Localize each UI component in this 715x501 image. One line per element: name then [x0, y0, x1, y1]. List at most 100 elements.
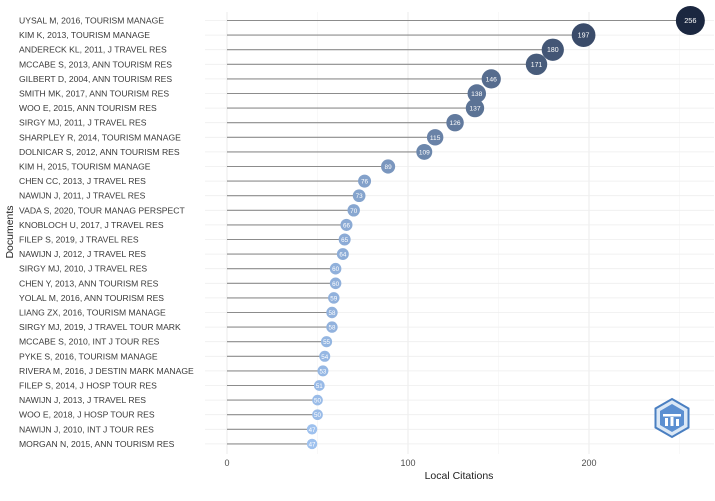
data-point: [675, 6, 705, 35]
data-point: [416, 143, 433, 160]
category-label: YOLAL M, 2016, ANN TOURISM RES: [19, 293, 164, 303]
category-label: FILEP S, 2019, J TRAVEL RES: [19, 235, 139, 245]
category-label: NAWIJN J, 2013, J TRAVEL RES: [19, 395, 146, 405]
point-value-label: 256: [684, 16, 696, 25]
category-label: PYKE S, 2016, TOURISM MANAGE: [19, 351, 158, 361]
y-axis-title: Documents: [4, 205, 16, 258]
point-value-label: 60: [332, 281, 339, 288]
data-point: [481, 69, 501, 89]
data-point: [426, 129, 444, 146]
point-value-label: 171: [531, 62, 543, 69]
point-value-label: 55: [323, 339, 330, 346]
point-value-label: 59: [330, 295, 337, 302]
point-value-label: 47: [309, 441, 316, 448]
data-point: [525, 53, 548, 76]
category-label: CHEN Y, 2013, ANN TOURISM RES: [19, 278, 159, 288]
point-value-label: 54: [321, 354, 328, 361]
point-value-label: 89: [385, 164, 393, 171]
data-point: [329, 277, 342, 290]
data-point: [358, 174, 372, 188]
data-point: [326, 321, 338, 333]
point-value-label: 126: [450, 120, 461, 127]
point-value-label: 51: [316, 383, 323, 390]
logo-icon: [654, 397, 690, 439]
stems: [227, 19, 691, 445]
category-label: RIVERA M, 2016, J DESTIN MARK MANAGE: [19, 366, 194, 376]
point-value-label: 65: [341, 237, 349, 244]
x-axis-title: Local Citations: [425, 470, 494, 482]
point-value-label: 53: [319, 368, 326, 375]
point-value-label: 146: [486, 76, 498, 83]
x-tick-label: 0: [224, 458, 229, 468]
x-tick-labels: 0 100 200: [224, 458, 596, 468]
data-point: [312, 409, 323, 421]
point-value-label: 115: [430, 135, 441, 142]
category-label: WOO E, 2015, ANN TOURISM RES: [19, 103, 157, 113]
category-label: KNOBLOCH U, 2017, J TRAVEL RES: [19, 220, 164, 230]
category-label: SMITH MK, 2017, ANN TOURISM RES: [19, 89, 169, 99]
category-label: MORGAN N, 2015, ANN TOURISM RES: [19, 439, 175, 449]
point-value-label: 73: [356, 193, 364, 200]
category-label: SHARPLEY R, 2014, TOURISM MANAGE: [19, 132, 181, 142]
point-value-label: 50: [314, 412, 321, 419]
category-label: KIM H, 2015, TOURISM MANAGE: [19, 162, 151, 172]
point-value-label: 197: [578, 33, 590, 40]
point-value-label: 76: [361, 179, 369, 186]
data-point: [306, 438, 318, 450]
point-value-label: 64: [339, 252, 347, 259]
data-point: [326, 306, 338, 319]
category-label: SIRGY MJ, 2019, J TRAVEL TOUR MARK: [19, 322, 181, 332]
data-point: [319, 350, 331, 362]
point-value-label: 60: [332, 266, 339, 273]
category-label: GILBERT D, 2004, ANN TOURISM RES: [19, 74, 172, 84]
category-label: MCCABE S, 2010, INT J TOUR RES: [19, 337, 160, 347]
category-label: VADA S, 2020, TOUR MANAG PERSPECT: [19, 205, 185, 215]
data-point: [320, 336, 333, 348]
category-label: ANDERECK KL, 2011, J TRAVEL RES: [19, 45, 167, 55]
point-value-label: 109: [419, 149, 430, 156]
point-value-label: 47: [309, 427, 316, 434]
category-label: NAWIJN J, 2011, J TRAVEL RES: [19, 191, 146, 201]
data-point: [446, 113, 464, 132]
data-point: [467, 84, 487, 103]
data-point: [352, 189, 366, 203]
category-label: SIRGY MJ, 2010, J TRAVEL RES: [19, 264, 147, 274]
point-value-label: 180: [547, 47, 559, 54]
category-label: UYSAL M, 2016, TOURISM MANAGE: [19, 16, 164, 26]
data-point: [465, 98, 485, 118]
data-point: [571, 23, 596, 47]
category-label: FILEP S, 2014, J HOSP TOUR RES: [19, 381, 157, 391]
category-labels: UYSAL M, 2016, TOURISM MANAGE KIM K, 2013…: [19, 16, 194, 449]
data-point: [338, 233, 351, 246]
category-label: SIRGY MJ, 2011, J TRAVEL RES: [19, 118, 147, 128]
point-value-label: 137: [469, 106, 480, 113]
category-label: CHEN CC, 2013, J TRAVEL RES: [19, 176, 146, 186]
category-label: LIANG ZX, 2016, TOURISM MANAGE: [19, 308, 166, 318]
point-value-label: 66: [343, 222, 351, 229]
points: [306, 6, 705, 450]
data-point: [340, 218, 353, 231]
category-label: DOLNICAR S, 2012, ANN TOURISM RES: [19, 147, 180, 157]
data-point: [328, 292, 340, 304]
data-point: [317, 365, 329, 377]
x-tick-label: 200: [581, 458, 596, 468]
category-label: MCCABE S, 2013, ANN TOURISM RES: [19, 59, 172, 69]
category-label: NAWIJN J, 2010, INT J TOUR RES: [19, 424, 154, 434]
point-value-label: 138: [471, 91, 482, 98]
point-value-label: 58: [329, 325, 336, 332]
category-label: WOO E, 2018, J HOSP TOUR RES: [19, 410, 155, 420]
category-label: KIM K, 2013, TOURISM MANAGE: [19, 30, 150, 40]
data-point: [312, 394, 323, 406]
data-point: [541, 38, 564, 61]
data-point: [347, 204, 360, 217]
point-value-label: 58: [329, 310, 336, 317]
data-point: [329, 262, 342, 275]
point-value-label: 50: [314, 398, 321, 405]
data-point: [313, 380, 325, 391]
category-label: NAWIJN J, 2012, J TRAVEL RES: [19, 249, 146, 259]
data-point: [381, 159, 396, 174]
data-point: [336, 248, 349, 261]
